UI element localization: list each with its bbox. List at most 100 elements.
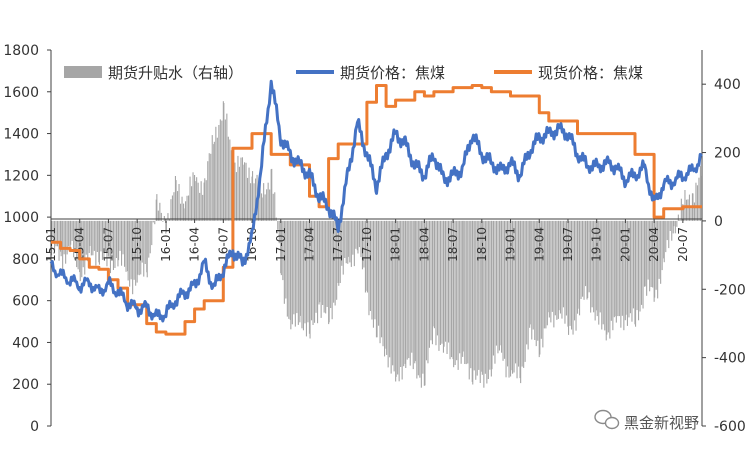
left-tick-label: 1800	[3, 43, 39, 59]
basis-bar	[513, 220, 515, 373]
basis-bar	[307, 220, 309, 323]
basis-bar	[572, 220, 574, 335]
basis-bar	[400, 220, 402, 367]
basis-bar	[599, 220, 601, 313]
basis-bar	[73, 220, 75, 258]
basis-bar	[330, 220, 332, 308]
basis-bar	[205, 180, 207, 221]
basis-bar	[146, 220, 148, 278]
basis-bar	[74, 220, 76, 249]
basis-bar	[244, 162, 246, 221]
right-tick-label: 400	[714, 77, 741, 93]
basis-bar	[88, 220, 90, 253]
basis-bar	[175, 180, 177, 221]
basis-bar	[401, 220, 403, 380]
x-tick-label: 19-10	[590, 227, 604, 262]
basis-bar	[419, 220, 421, 378]
basis-bar	[200, 181, 202, 221]
basis-bar	[229, 139, 231, 221]
basis-bar	[385, 220, 387, 349]
basis-bar	[90, 220, 92, 256]
basis-bar	[165, 220, 167, 233]
basis-bar	[577, 220, 579, 309]
basis-bar	[606, 220, 608, 335]
basis-bar	[462, 220, 464, 352]
basis-bar	[68, 220, 70, 247]
basis-bar	[438, 220, 440, 351]
basis-bar	[194, 175, 196, 221]
basis-bar	[403, 220, 405, 367]
basis-bar	[301, 220, 303, 329]
basis-bar	[269, 189, 271, 221]
basis-bar	[412, 220, 414, 370]
basis-bar	[103, 220, 105, 258]
basis-bar	[230, 150, 232, 221]
basis-bar	[361, 220, 363, 270]
basis-bar	[322, 220, 324, 305]
basis-bar	[635, 220, 637, 327]
basis-bar	[665, 220, 667, 253]
basis-bar	[565, 220, 567, 316]
basis-bar	[196, 177, 198, 221]
basis-bar	[430, 220, 432, 341]
basis-bar	[235, 172, 237, 221]
basis-bar	[690, 208, 692, 221]
basis-bar	[465, 220, 467, 365]
basis-bar	[159, 202, 161, 221]
basis-bar	[378, 220, 380, 326]
basis-bar	[192, 172, 194, 221]
basis-bar	[325, 220, 327, 314]
basis-bar	[368, 220, 370, 316]
basis-bar	[564, 220, 566, 324]
basis-bar	[215, 126, 217, 221]
basis-bar	[337, 220, 339, 283]
basis-bar	[305, 220, 307, 337]
basis-bar	[663, 220, 665, 259]
basis-bar	[649, 220, 651, 292]
basis-bar	[130, 220, 132, 280]
basis-bar	[483, 220, 485, 388]
basis-bar	[672, 220, 674, 234]
basis-bar	[372, 220, 374, 328]
wechat-icon	[594, 409, 620, 430]
basis-bar	[516, 220, 518, 379]
basis-bar	[302, 220, 304, 331]
basis-bar	[282, 220, 284, 281]
basis-bar	[487, 220, 489, 379]
basis-bar	[397, 220, 399, 375]
basis-bar	[347, 220, 349, 257]
x-tick-label: 17-07	[331, 227, 345, 262]
series-line-spot	[51, 84, 702, 336]
basis-bar	[210, 153, 212, 221]
basis-bar	[81, 220, 83, 278]
basis-bar	[111, 220, 113, 261]
basis-bar	[286, 220, 288, 317]
basis-bar	[587, 220, 589, 298]
legend-label-futures: 期货价格：焦煤	[340, 64, 445, 82]
basis-bar	[612, 220, 614, 331]
basis-bar	[191, 186, 193, 221]
basis-bar	[452, 220, 454, 360]
basis-bar	[624, 220, 626, 321]
basis-bar	[226, 113, 228, 221]
basis-bar	[216, 137, 218, 221]
basis-bar	[698, 177, 700, 221]
basis-bar	[115, 220, 117, 258]
legend-label-basis: 期货升贴水（右轴）	[108, 64, 243, 82]
x-tick-label: 18-04	[417, 227, 431, 262]
basis-bar	[414, 220, 416, 364]
basis-bar	[317, 220, 319, 324]
basis-bar	[641, 220, 643, 305]
basis-bar	[156, 194, 158, 221]
basis-bar	[70, 220, 72, 245]
x-tick-label: 15-07	[101, 227, 115, 262]
basis-bar	[151, 220, 153, 246]
basis-bar	[349, 220, 351, 263]
basis-bar	[615, 220, 617, 323]
basis-bar	[219, 119, 221, 221]
basis-bar	[580, 220, 582, 299]
basis-bar	[309, 220, 311, 339]
basis-bar	[296, 220, 298, 314]
left-tick-label: 400	[12, 335, 39, 351]
basis-bar	[334, 220, 336, 306]
